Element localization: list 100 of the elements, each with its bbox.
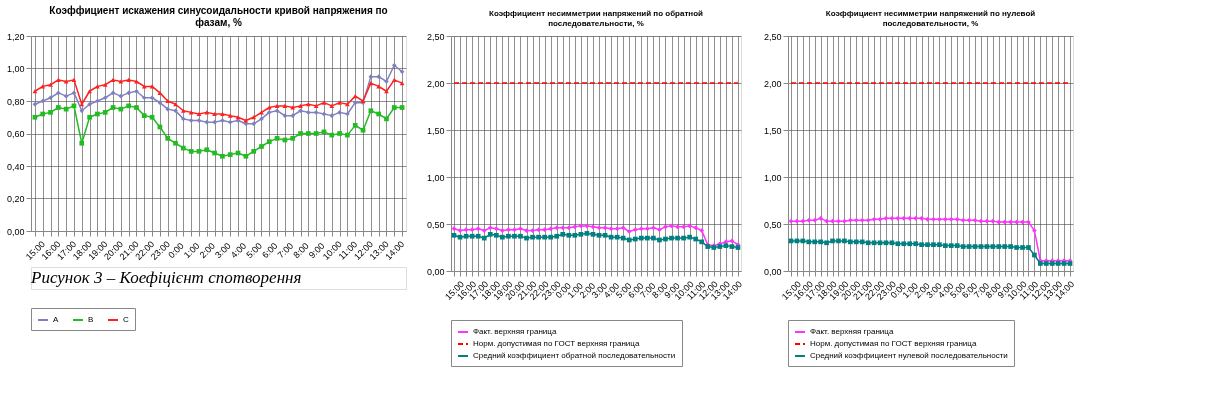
point (978, 218, 984, 224)
point (572, 224, 578, 230)
point (859, 239, 865, 245)
point (274, 136, 280, 141)
point (602, 232, 608, 238)
y-tick-label: 1,00 (6, 64, 25, 74)
point (590, 224, 596, 230)
y-tick-label: 0,00 (763, 266, 782, 277)
point (578, 223, 584, 229)
legend-label: Факт. верхняя граница (810, 327, 894, 336)
point (931, 242, 936, 248)
point (337, 110, 342, 115)
point (681, 235, 686, 241)
point (188, 149, 194, 154)
point (48, 95, 53, 101)
point (889, 216, 895, 221)
point (530, 228, 535, 233)
point (306, 131, 311, 136)
point (699, 239, 705, 245)
point (824, 240, 829, 246)
point (79, 102, 85, 107)
point (399, 69, 405, 75)
y-tick-label: 0,80 (6, 96, 25, 107)
point (141, 113, 147, 118)
point (895, 216, 901, 221)
point (681, 224, 686, 230)
point (282, 113, 288, 118)
legend-label: Норм. допустимая по ГОСТ верхняя граница (473, 339, 640, 348)
point (954, 243, 960, 248)
point (71, 77, 77, 82)
point (836, 238, 841, 244)
point (329, 103, 335, 108)
point (95, 111, 100, 117)
point (48, 82, 53, 87)
point (376, 111, 381, 117)
point (306, 102, 311, 107)
point (651, 235, 656, 241)
point (512, 233, 517, 239)
legend-label: Средний коэффициент нулевой последовательности (810, 351, 1008, 360)
point (990, 218, 996, 224)
point (794, 218, 800, 224)
point (149, 95, 155, 101)
point (259, 144, 264, 149)
point (554, 225, 560, 231)
point (475, 233, 481, 239)
point (157, 90, 163, 95)
point (972, 217, 978, 223)
point (723, 243, 729, 248)
point (352, 100, 358, 105)
point (368, 108, 374, 114)
y-tick-label: 0,20 (6, 194, 25, 204)
point (399, 105, 405, 110)
point (126, 103, 131, 109)
point (812, 217, 818, 223)
point (818, 216, 823, 221)
point (907, 216, 913, 221)
point (608, 226, 614, 232)
point (877, 216, 883, 222)
y-tick-label: 1,50 (763, 125, 782, 136)
point (990, 244, 996, 249)
point (220, 118, 225, 123)
point (173, 140, 178, 146)
point (984, 244, 990, 249)
y-tick-label: 2,00 (426, 78, 445, 89)
point (220, 111, 225, 117)
point (87, 101, 92, 107)
point (457, 234, 463, 240)
point (181, 145, 186, 151)
point (1020, 245, 1025, 250)
point (391, 62, 397, 68)
point (937, 242, 942, 248)
point (1008, 244, 1013, 249)
point (188, 118, 194, 123)
point (165, 98, 171, 104)
point (566, 232, 572, 238)
point (638, 235, 644, 241)
point (337, 100, 342, 105)
point (173, 108, 178, 114)
point (391, 105, 397, 110)
point (141, 95, 147, 101)
point (729, 238, 735, 244)
point (102, 95, 108, 101)
point (1026, 245, 1031, 250)
y-tick-label: 2,00 (763, 78, 782, 89)
point (321, 111, 327, 117)
point (118, 93, 124, 99)
point (806, 217, 812, 223)
point (487, 225, 493, 231)
point (560, 225, 566, 231)
point (948, 216, 954, 222)
point (960, 244, 966, 249)
point (800, 238, 806, 244)
point (836, 218, 841, 224)
point (282, 103, 288, 108)
point (518, 226, 523, 232)
point (500, 228, 505, 233)
point (56, 105, 61, 110)
point (883, 240, 889, 246)
point (675, 224, 680, 230)
point (548, 226, 554, 232)
